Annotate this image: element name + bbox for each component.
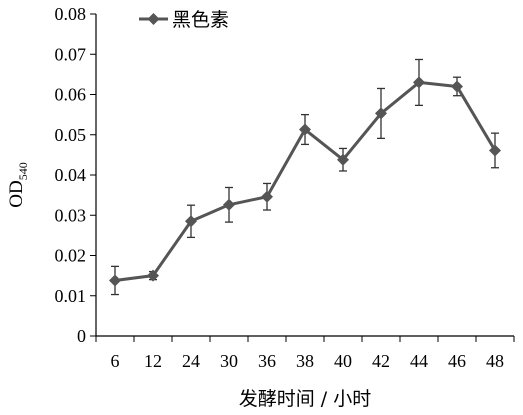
data-point: [223, 198, 235, 211]
x-tick-label: 42: [372, 351, 390, 371]
legend: 黑色素: [139, 9, 229, 31]
series-line: [114, 80, 497, 282]
x-tick-label: 30: [220, 351, 238, 371]
y-tick-label: 0.05: [55, 125, 87, 145]
data-point: [451, 80, 463, 93]
data-point: [299, 123, 311, 136]
y-ticks: 0 0.01 0.02 0.03 0.04 0.05 0.06 0.07 0.08: [55, 4, 96, 346]
y-tick-label: 0.04: [55, 165, 87, 185]
data-point: [375, 107, 387, 120]
series-markers: [109, 76, 501, 287]
legend-label: 黑色素: [172, 9, 229, 31]
x-tick-label: 40: [334, 351, 352, 371]
y-tick-label: 0: [77, 326, 86, 346]
data-point: [261, 190, 273, 203]
y-tick-label: 0.08: [55, 4, 87, 24]
axes: [95, 14, 514, 337]
data-point: [147, 269, 159, 282]
svg-text:OD540: OD540: [6, 162, 30, 207]
y-tick-label: 0.01: [55, 286, 87, 306]
y-axis-title-subscript: 540: [16, 162, 30, 180]
legend-marker: [147, 13, 160, 25]
x-tick-label: 24: [182, 351, 200, 371]
x-tick-label: 6: [111, 351, 120, 371]
y-tick-label: 0.03: [55, 205, 87, 225]
x-tick-label: 48: [486, 351, 504, 371]
data-point: [489, 144, 501, 157]
error-bars: [111, 58, 499, 296]
y-axis-title: OD540: [6, 162, 30, 207]
data-point: [337, 153, 349, 166]
data-point: [413, 76, 425, 89]
x-tick-label: 12: [144, 351, 162, 371]
y-axis-title-main: OD: [6, 180, 27, 207]
y-tick-label: 0.07: [55, 44, 87, 64]
x-ticks: 6 12 24 30 36 38 40 42 44 46 48: [95, 336, 515, 371]
x-tick-label: 38: [296, 351, 314, 371]
x-tick-label: 36: [258, 351, 276, 371]
series-line-path: [114, 80, 497, 282]
x-axis-title: 发酵时间 / 小时: [239, 388, 371, 410]
x-tick-label: 46: [448, 351, 466, 371]
data-point: [185, 215, 197, 228]
y-tick-label: 0.06: [55, 85, 87, 105]
x-tick-label: 44: [410, 351, 428, 371]
data-point: [109, 274, 121, 287]
y-tick-label: 0.02: [55, 246, 87, 266]
